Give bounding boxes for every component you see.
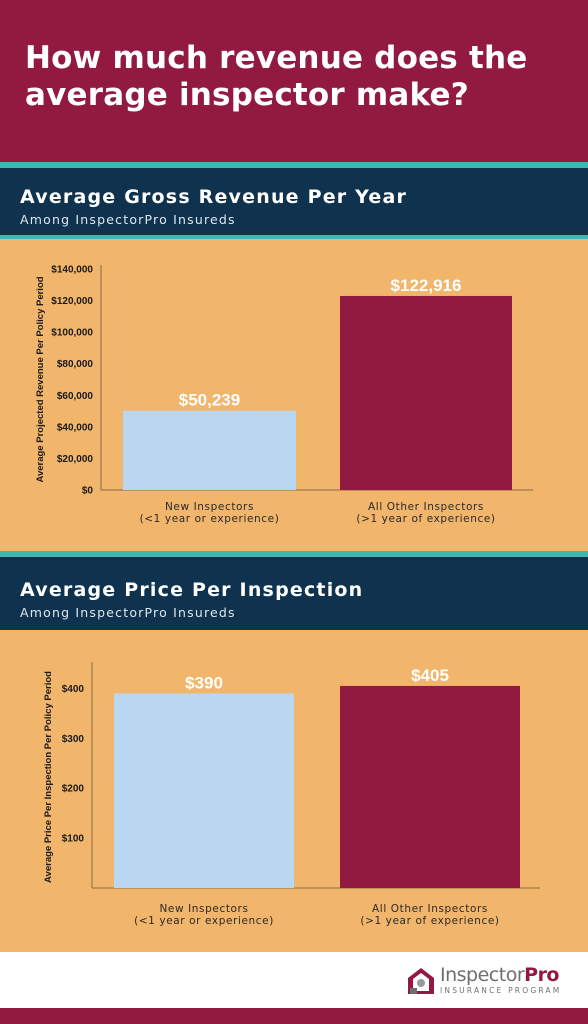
revenue-chart: $0 $20,000 $40,000 $60,000 $80,000 $100,000 $1… (0, 239, 588, 551)
section-subtitle: Among InspectorPro Insureds (20, 605, 236, 620)
divider-stripe (0, 551, 588, 557)
y-tick-label: $40,000 (57, 422, 94, 433)
category-label: All Other Inspectors (368, 501, 484, 513)
category-label: New Inspectors (165, 501, 254, 513)
y-tick-label: $120,000 (51, 296, 93, 307)
y-tick-label: $60,000 (57, 391, 94, 402)
logo-tagline: INSURANCE PROGRAM (440, 986, 562, 995)
category-label: (<1 year or experience) (140, 513, 280, 525)
category-label: New Inspectors (159, 903, 248, 915)
bar-2 (340, 685, 520, 888)
y-tick-label: $80,000 (57, 359, 94, 370)
bar-1 (123, 410, 296, 490)
house-shield-icon (408, 968, 434, 994)
page-title: How much revenue does the average inspec… (25, 40, 528, 113)
y-tick-label: $300 (62, 734, 85, 745)
hero-banner: How much revenue does the average inspec… (0, 0, 588, 162)
y-tick-label: $140,000 (51, 265, 93, 276)
bar-2 (340, 295, 512, 490)
y-tick-label: $100,000 (51, 328, 93, 339)
divider-stripe (0, 162, 588, 168)
category-label: All Other Inspectors (372, 903, 488, 915)
y-tick-label: $400 (62, 684, 85, 695)
y-tick-label: $100 (62, 834, 85, 845)
section-title: Average Gross Revenue Per Year (20, 186, 408, 208)
logo-wordmark: InspectorPro (440, 964, 559, 986)
data-label: $390 (185, 673, 223, 692)
footer (0, 952, 588, 1008)
divider-stripe (0, 235, 588, 239)
section-header-price: Average Price Per Inspection Among Inspe… (0, 557, 588, 630)
data-label: $122,916 (391, 276, 462, 295)
category-label: (>1 year of experience) (356, 513, 495, 525)
y-axis-title: Average Projected Revenue Per Policy Per… (35, 276, 46, 482)
section-title: Average Price Per Inspection (20, 579, 364, 601)
price-chart: $100 $200 $300 $400 Average Price Per Inspec… (0, 630, 588, 952)
data-label: $50,239 (179, 391, 240, 410)
y-tick-label: $200 (62, 784, 85, 795)
y-axis-title: Average Price Per Inspection Per Policy … (43, 671, 54, 883)
category-label: (>1 year of experience) (360, 915, 499, 927)
section-header-revenue: Average Gross Revenue Per Year Among Ins… (0, 168, 588, 235)
inspectorpro-logo: InspectorPro INSURANCE PROGRAM (406, 964, 566, 998)
category-label: (<1 year or experience) (134, 915, 274, 927)
section-subtitle: Among InspectorPro Insureds (20, 212, 236, 227)
data-label: $405 (411, 666, 449, 685)
y-tick-label: $0 (82, 486, 94, 497)
bar-1 (114, 693, 294, 888)
y-tick-label: $20,000 (57, 454, 94, 465)
footer-bar (0, 1008, 588, 1024)
